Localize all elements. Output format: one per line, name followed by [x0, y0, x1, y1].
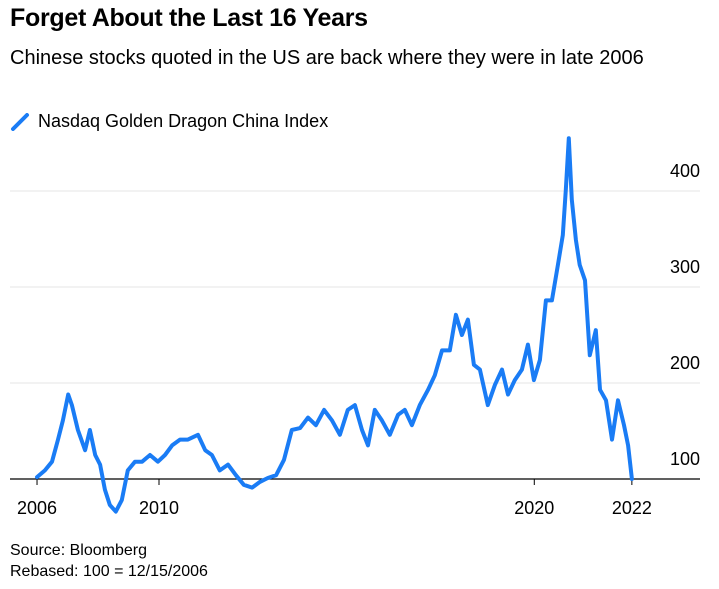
legend-swatch	[11, 112, 29, 131]
y-tick-label: 400	[670, 161, 700, 181]
y-tick-label: 300	[670, 257, 700, 277]
x-tick-label: 2022	[612, 498, 652, 518]
footnote: Source: Bloomberg Rebased: 100 = 12/15/2…	[10, 540, 208, 582]
x-tick-label: 2006	[17, 498, 57, 518]
series-line	[35, 136, 634, 514]
x-tick-label: 2020	[514, 498, 554, 518]
chart-title: Forget About the Last 16 Years	[10, 4, 368, 32]
x-tick-label: 2010	[139, 498, 179, 518]
y-tick-label: 100	[670, 449, 700, 469]
chart-subtitle: Chinese stocks quoted in the US are back…	[10, 47, 644, 69]
note: Rebased: 100 = 12/15/2006	[10, 563, 208, 580]
source: Source: Bloomberg	[10, 542, 147, 559]
y-tick-label: 200	[670, 353, 700, 373]
legend-label: Nasdaq Golden Dragon China Index	[38, 111, 329, 131]
legend: Nasdaq Golden Dragon China Index	[10, 111, 328, 132]
